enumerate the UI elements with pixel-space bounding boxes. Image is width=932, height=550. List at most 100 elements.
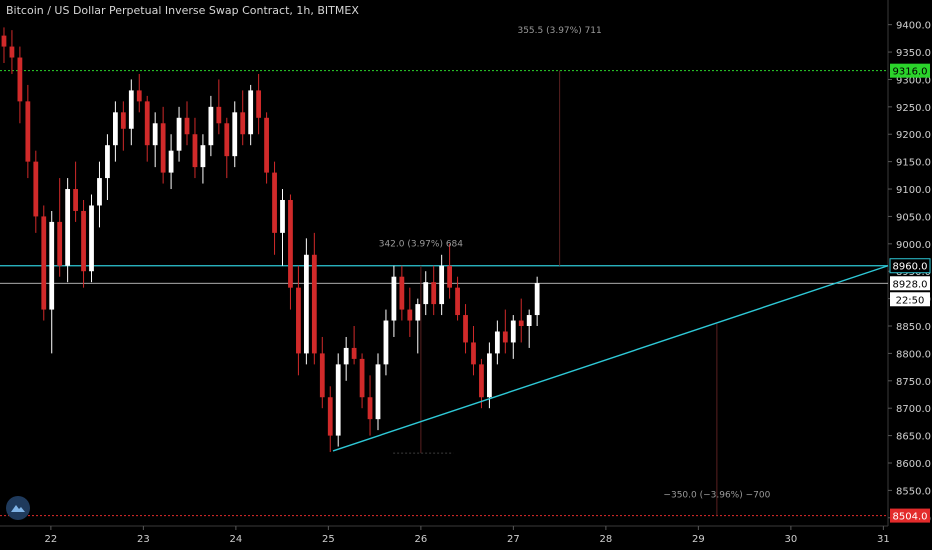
candle-body — [105, 145, 110, 179]
candle-body — [479, 364, 484, 398]
candle-body — [487, 353, 492, 398]
candle-body — [296, 287, 301, 354]
time-tick-label: 28 — [600, 534, 613, 545]
candle-body — [81, 210, 86, 272]
measure-annotation: 355.5 (3.97%) 711 — [517, 26, 601, 36]
candle-body — [17, 57, 23, 102]
price-tick-label: 8850.0 — [896, 322, 931, 333]
candle-body — [168, 150, 174, 173]
candle-body — [216, 106, 222, 124]
time-tick-label: 30 — [785, 534, 798, 545]
countdown-tag-label: 22:50 — [896, 295, 925, 306]
candle-body — [25, 101, 31, 162]
price-tick-label: 9100.0 — [896, 185, 931, 196]
price-tick-label: 8800.0 — [896, 349, 931, 360]
time-tick-label: 25 — [322, 534, 335, 545]
price-tick-label: 9350.0 — [896, 48, 931, 59]
cyan-price-tag — [890, 258, 930, 273]
candle-body — [65, 189, 71, 266]
candle-body — [439, 265, 445, 305]
candle-body — [534, 283, 540, 316]
candle-body — [502, 331, 508, 343]
cyan-price-tag-border — [889, 258, 931, 274]
candle-body — [375, 364, 381, 420]
candle-body — [526, 315, 532, 327]
candle-body — [359, 358, 365, 398]
last-price-tag-label: 8928.0 — [893, 279, 928, 290]
price-tick-label: 8750.0 — [896, 377, 931, 388]
candle-body — [463, 315, 468, 343]
candle-body — [327, 397, 333, 436]
chart-title: Bitcoin / US Dollar Perpetual Inverse Sw… — [6, 4, 359, 17]
candle-body — [391, 276, 397, 321]
red-price-tag — [890, 508, 930, 523]
candle-body — [335, 364, 341, 436]
candle-body — [89, 205, 94, 272]
candle-body — [120, 112, 126, 129]
candle-body — [128, 90, 134, 129]
candle-body — [351, 347, 357, 359]
candle-body — [152, 123, 158, 146]
price-tick-label: 8650.0 — [896, 432, 931, 443]
candle-body — [41, 216, 47, 310]
candle-body — [248, 90, 254, 135]
candle-body — [407, 309, 413, 321]
time-tick-label: 26 — [415, 534, 428, 545]
candle-body — [455, 287, 460, 316]
time-tick-label: 23 — [137, 534, 150, 545]
candle-body — [272, 172, 277, 233]
price-tick-label: 9000.0 — [896, 240, 931, 251]
price-tick-label: 9300.0 — [896, 75, 931, 86]
candle-body — [423, 282, 429, 305]
candle-body — [494, 331, 500, 354]
candle-body — [144, 101, 150, 146]
candle-body — [303, 254, 309, 354]
candle-body — [97, 178, 102, 206]
candle-body — [518, 320, 524, 327]
ascending-trendline[interactable] — [332, 265, 889, 452]
price-tick-label: 8600.0 — [896, 459, 931, 470]
candle-body — [431, 282, 437, 305]
measure-annotation: −350.0 (−3.96%) −700 — [663, 491, 770, 501]
time-tick-label: 27 — [507, 534, 520, 545]
candle-body — [367, 397, 373, 420]
candle-body — [136, 90, 142, 102]
candle-body — [447, 265, 452, 288]
candle-body — [184, 117, 190, 135]
price-tick-label: 8700.0 — [896, 404, 931, 415]
candle-body — [471, 342, 476, 365]
price-tick-label: 9050.0 — [896, 212, 931, 223]
candle-body — [264, 117, 269, 173]
measure-annotation: 342.0 (3.97%) 684 — [379, 240, 464, 250]
candle-body — [200, 145, 206, 168]
candle-body — [192, 134, 198, 168]
logo-icon — [6, 496, 30, 520]
time-tick-label: 24 — [230, 534, 243, 545]
candle-body — [49, 221, 55, 310]
candle-body — [311, 254, 317, 354]
countdown-tag — [890, 292, 930, 307]
time-tick-label: 31 — [877, 534, 890, 545]
candle-body — [73, 189, 78, 211]
red-price-tag-label: 8504.0 — [893, 512, 928, 523]
time-tick-label: 29 — [692, 534, 705, 545]
candle-body — [319, 353, 325, 398]
cyan-price-tag-label: 8960.0 — [893, 262, 928, 273]
candle-body — [288, 199, 293, 288]
candle-body — [112, 112, 118, 146]
price-tick-label: 8550.0 — [896, 486, 931, 497]
candle-body — [399, 276, 405, 310]
candle-body — [57, 221, 63, 266]
price-tick-label: 9250.0 — [896, 103, 931, 114]
candle-body — [160, 123, 166, 173]
candle-body — [256, 90, 262, 118]
green-price-tag-label: 9316.0 — [893, 67, 928, 78]
candle-body — [1, 35, 7, 47]
candle-body — [415, 304, 421, 321]
candle-body — [224, 123, 230, 157]
candle-body — [280, 199, 285, 233]
green-price-tag — [890, 63, 930, 78]
last-price-tag — [890, 276, 930, 291]
candle-body — [240, 112, 246, 135]
